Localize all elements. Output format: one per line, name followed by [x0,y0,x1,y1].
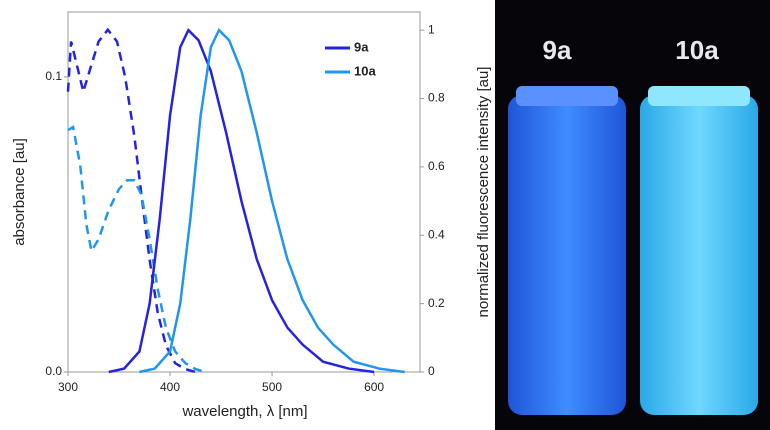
y2-tick-label: 0.2 [428,296,445,310]
x-axis-label: wavelength, λ [nm] [181,403,307,420]
vial-9a-neck [516,86,618,106]
photo-label: 9a [543,35,572,65]
x-tick-label: 600 [364,380,384,394]
fluorescence-line [139,27,405,374]
y2-tick-label: 0 [428,364,435,378]
y2-tick-label: 0.8 [428,91,445,105]
y2-axis-label: normalized fluorescence intensity [au] [475,67,492,318]
x-tick-label: 400 [160,380,180,394]
x-tick-label: 500 [262,380,282,394]
y-tick-label: 0.0 [45,364,62,378]
x-tick-label: 300 [58,380,78,394]
y-tick-label: 0.1 [45,69,62,83]
legend-label: 10a [354,63,376,78]
photo: 9a 10a [495,0,770,430]
y-axis-label: absorbance [au] [11,138,28,246]
photo-label: 10a [675,35,719,65]
y2-tick-label: 0.4 [428,227,445,241]
y2-tick-label: 0.6 [428,159,445,173]
vial-9a [508,95,626,415]
vial-10a-neck [648,86,750,106]
fluorescence-line [108,27,375,374]
absorbance-line [67,125,207,374]
legend-label: 9a [354,39,369,54]
vial-10a [640,95,758,415]
plot-frame [67,11,421,373]
y2-tick-label: 1 [428,22,435,36]
